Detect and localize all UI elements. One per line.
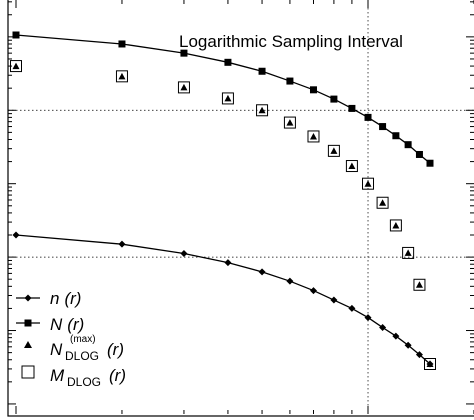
series-2	[12, 62, 434, 367]
data-point-0-13	[415, 351, 423, 359]
data-point-3-0	[10, 60, 22, 73]
series-3	[10, 60, 436, 370]
data-point-0-2	[180, 249, 188, 257]
data-point-2-1	[118, 72, 126, 80]
legend-arg-n: (r)	[64, 289, 81, 308]
data-point-3-5	[283, 116, 296, 129]
data-point-2-12	[404, 249, 412, 256]
data-point-2-0	[12, 62, 20, 70]
legend-marker-M	[21, 365, 35, 379]
data-point-0-11	[392, 332, 400, 340]
data-point-3-8	[345, 160, 358, 173]
svg-text:M: M	[50, 366, 65, 385]
data-point-0-8	[348, 304, 356, 312]
data-point-3-10	[376, 196, 389, 209]
data-point-2-2	[180, 83, 188, 91]
data-point-3-9	[362, 177, 375, 190]
series-line-1	[15, 34, 431, 164]
data-point-3-2	[177, 81, 190, 94]
reference-lines	[8, 0, 474, 414]
svg-text:N(r): N (r)	[50, 315, 84, 334]
data-point-3-12	[402, 246, 415, 259]
data-point-2-6	[309, 132, 317, 140]
data-point-3-13	[413, 278, 426, 291]
legend: n (r) N (r) N (max) DLOG (r) M DLOG (r)	[16, 289, 126, 389]
data-point-3-14	[424, 358, 436, 370]
data-point-0-5	[286, 277, 294, 285]
series-1	[12, 31, 434, 167]
data-point-0-10	[379, 323, 387, 331]
data-point-1-0	[12, 31, 20, 39]
legend-entry-N: N (r)	[16, 315, 84, 334]
data-point-1-2	[180, 49, 188, 57]
data-point-3-4	[256, 104, 269, 117]
legend-label-M: M	[50, 366, 65, 385]
svg-text:n(r): n (r)	[50, 289, 81, 308]
legend-sub-Nmax: DLOG	[65, 349, 99, 363]
data-point-1-3	[224, 58, 232, 66]
data-point-2-8	[348, 162, 356, 170]
legend-marker-n	[24, 294, 32, 302]
chart-title: Logarithmic Sampling Interval	[179, 32, 403, 51]
legend-label-N: N	[50, 315, 63, 334]
data-point-1-10	[379, 123, 387, 131]
legend-arg-Nmax: (r)	[107, 340, 124, 359]
legend-arg-N: (r)	[67, 315, 84, 334]
data-point-0-4	[258, 268, 266, 276]
data-point-1-14	[426, 159, 434, 167]
legend-label-Nmax: N	[50, 340, 63, 359]
legend-entry-M: M DLOG (r)	[21, 365, 126, 389]
data-point-1-4	[258, 67, 266, 75]
series-layer	[10, 31, 436, 370]
series-0	[12, 231, 434, 368]
data-point-2-11	[392, 221, 400, 229]
data-point-1-1	[118, 40, 126, 48]
data-point-0-6	[309, 287, 317, 295]
data-point-3-11	[389, 219, 402, 232]
data-point-2-7	[330, 147, 338, 154]
data-point-1-12	[404, 141, 412, 149]
data-point-3-7	[327, 144, 340, 157]
data-point-2-14	[426, 360, 434, 367]
data-point-0-3	[224, 259, 232, 267]
data-point-1-7	[330, 95, 338, 103]
plot-frame	[7, 0, 474, 417]
data-point-3-1	[115, 70, 128, 83]
data-point-0-7	[330, 296, 338, 304]
data-point-1-13	[415, 150, 423, 158]
data-point-2-5	[286, 119, 294, 126]
data-point-2-13	[415, 281, 423, 288]
legend-label-n: n	[50, 289, 59, 308]
data-point-3-3	[221, 92, 234, 105]
data-point-1-11	[392, 132, 400, 140]
svg-text:N: N	[50, 340, 63, 359]
legend-sub-M: DLOG	[67, 375, 101, 389]
legend-marker-Nmax	[24, 341, 32, 348]
legend-arg-M: (r)	[109, 366, 126, 385]
data-point-1-8	[348, 104, 356, 112]
data-point-0-12	[404, 341, 412, 349]
legend-marker-N	[24, 319, 32, 327]
data-point-0-0	[12, 231, 20, 239]
data-point-1-6	[309, 86, 317, 94]
data-point-2-9	[364, 180, 372, 187]
data-point-1-9	[364, 113, 372, 121]
data-point-2-10	[379, 199, 387, 206]
data-point-3-6	[307, 130, 320, 143]
legend-entry-n: n (r)	[16, 289, 81, 308]
data-point-2-3	[224, 94, 232, 102]
legend-entry-Nmax: N (max) DLOG (r)	[24, 334, 124, 363]
data-point-0-9	[364, 314, 372, 322]
data-point-0-1	[118, 240, 126, 248]
data-point-2-4	[258, 106, 266, 114]
data-point-1-5	[286, 77, 294, 85]
legend-sup-Nmax: (max)	[70, 334, 96, 345]
